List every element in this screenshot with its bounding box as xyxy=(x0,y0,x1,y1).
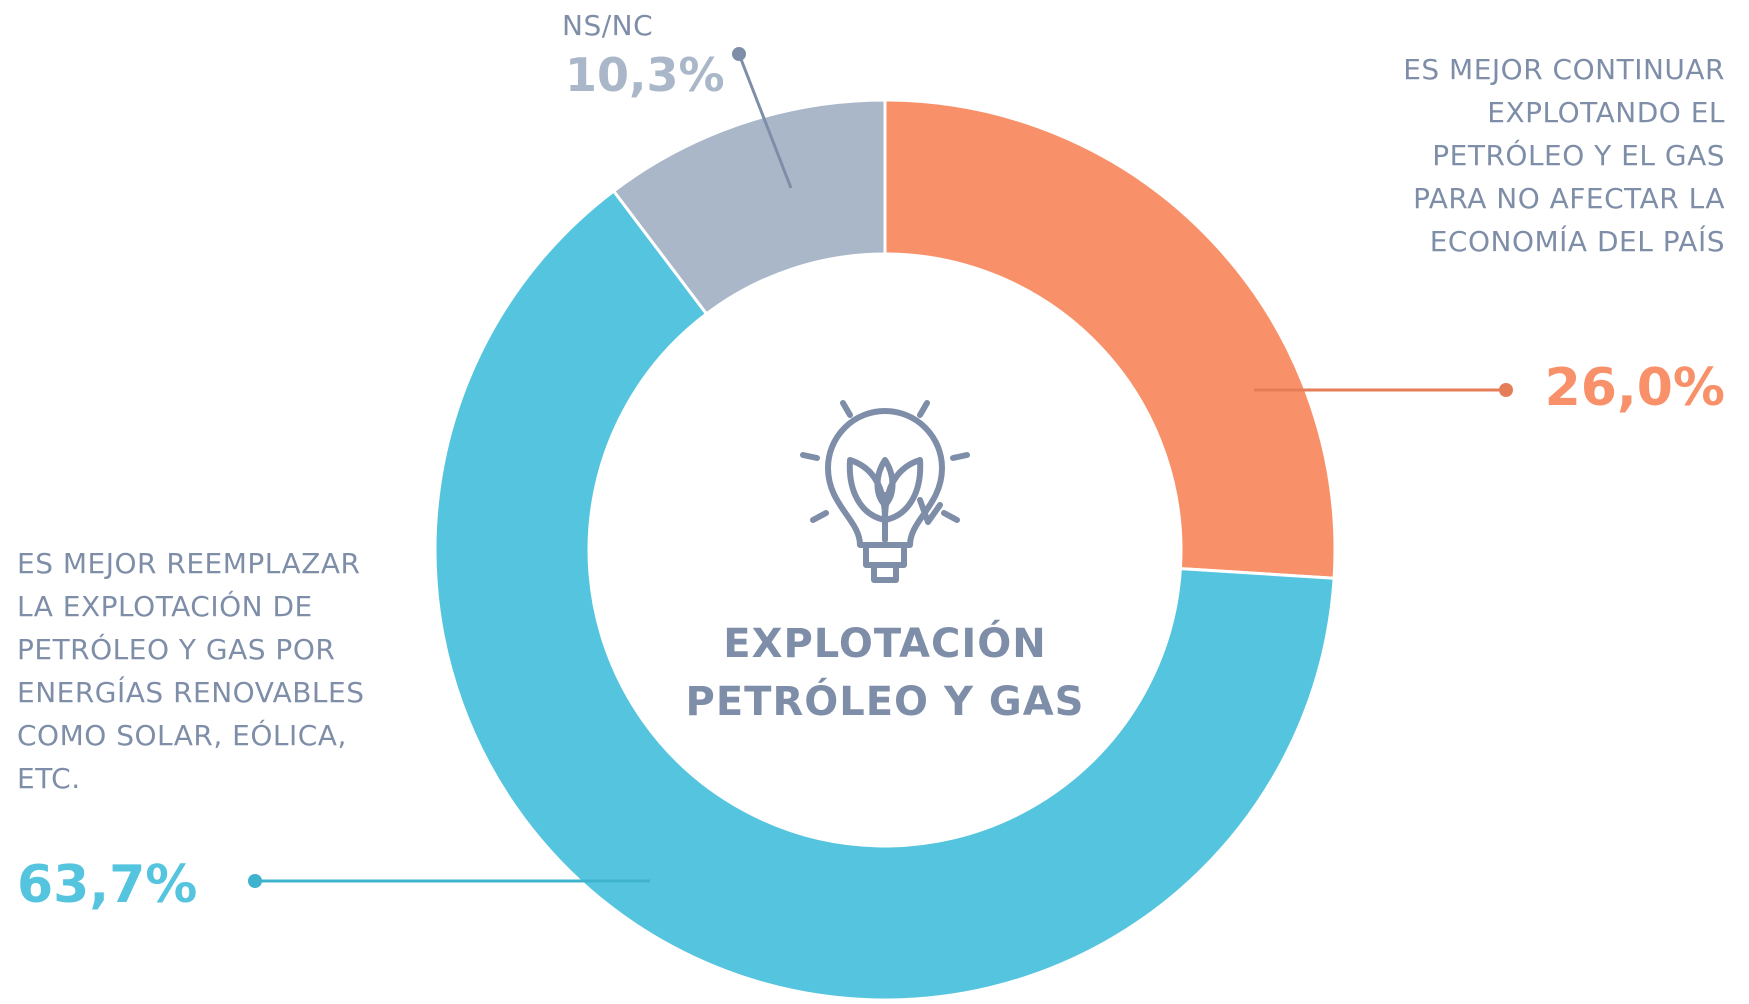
category-label: ES MEJOR REEMPLAZAR LA EXPLOTACIÓN DE PE… xyxy=(17,547,365,795)
value-label: 63,7% xyxy=(17,855,198,915)
value-label: 10,3% xyxy=(565,48,725,102)
center-title: EXPLOTACIÓN PETRÓLEO Y GAS xyxy=(685,621,1085,725)
leader-dot xyxy=(732,47,746,61)
value-label: 26,0% xyxy=(1544,358,1725,418)
category-label: NS/NC xyxy=(562,9,654,42)
category-label: ES MEJOR CONTINUAR EXPLOTANDO EL PETRÓLE… xyxy=(1403,53,1725,258)
leader-line xyxy=(737,53,793,189)
donut-slice xyxy=(433,188,1336,1002)
donut-slice xyxy=(611,98,887,316)
donut-slice xyxy=(883,98,1337,580)
leader-dot xyxy=(248,874,262,888)
bulb-icon xyxy=(800,400,970,583)
leader-dot xyxy=(1499,383,1513,397)
